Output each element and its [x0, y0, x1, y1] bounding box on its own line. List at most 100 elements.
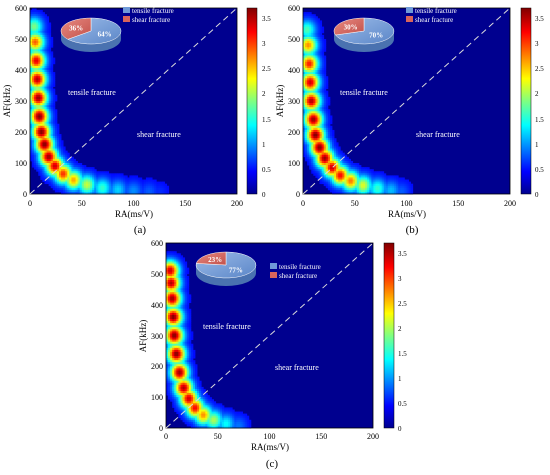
heatmap-cell	[67, 156, 70, 160]
heatmap-cell	[176, 391, 179, 394]
heatmap-cell	[186, 306, 190, 310]
heatmap-cell	[30, 26, 33, 30]
heatmap-cell	[34, 125, 37, 129]
heatmap-cell	[46, 70, 50, 73]
heatmap-cell	[58, 158, 62, 162]
heatmap-cell	[108, 183, 112, 187]
heatmap-cell	[38, 111, 41, 114]
heatmap-cell	[176, 327, 179, 330]
heatmap-cell	[331, 169, 335, 172]
heatmap-cell	[32, 45, 35, 48]
heatmap-cell	[321, 125, 325, 129]
heatmap-cell	[172, 351, 175, 355]
heatmap-cell	[38, 140, 41, 143]
heatmap-cell	[307, 70, 310, 73]
heatmap-cell	[319, 76, 323, 79]
heatmap-cell	[319, 177, 323, 180]
heatmap-cell	[315, 80, 318, 83]
heatmap-cell	[121, 183, 124, 187]
heatmap-cell	[182, 298, 186, 301]
heatmap-cell	[307, 78, 310, 81]
heatmap-cell	[106, 189, 110, 193]
heatmap-cell	[54, 117, 58, 120]
heatmap-cell	[194, 364, 198, 367]
heatmap-cell	[319, 171, 323, 174]
heatmap-cell	[303, 103, 306, 106]
heatmap-cell	[371, 187, 374, 191]
heatmap-cell	[46, 119, 50, 123]
heatmap-cell	[226, 417, 229, 421]
heatmap-cell	[209, 417, 212, 421]
heatmap-cell	[174, 257, 177, 260]
heatmap-cell	[79, 177, 83, 180]
heatmap-cell	[46, 142, 50, 145]
heatmap-cell	[34, 105, 37, 108]
heatmap-cell	[232, 421, 235, 425]
heatmap-cell	[199, 415, 202, 419]
heatmap-cell	[172, 354, 175, 357]
heatmap-cell	[184, 284, 188, 287]
heatmap-cell	[46, 123, 50, 127]
heatmap-cell	[325, 94, 329, 98]
heatmap-cell	[46, 107, 50, 110]
heatmap-cell	[215, 409, 219, 412]
heatmap-cell	[369, 183, 372, 187]
heatmap-cell	[199, 386, 202, 390]
heatmap-cell	[303, 132, 306, 135]
heatmap-cell	[38, 59, 41, 63]
heatmap-cell	[42, 113, 45, 116]
heatmap-cell	[54, 111, 58, 114]
heatmap-cell	[305, 125, 308, 129]
heatmap-cell	[203, 405, 206, 408]
heatmap-cell	[174, 401, 177, 404]
heatmap-cell	[315, 70, 318, 73]
heatmap-cell	[145, 181, 149, 185]
heatmap-cell	[307, 92, 310, 96]
heatmap-cell	[40, 49, 43, 52]
heatmap-cell	[143, 179, 147, 182]
heatmap-cell	[133, 189, 136, 193]
x-axis-label-c: RA(ms/V)	[251, 442, 289, 452]
heatmap-cell	[313, 154, 316, 158]
heatmap-cell	[315, 98, 318, 102]
heatmap-cell	[190, 358, 194, 361]
heatmap-cell	[327, 140, 331, 143]
heatmap-cell	[30, 156, 33, 160]
heatmap-cell	[331, 158, 335, 162]
heatmap-cell	[319, 127, 323, 131]
heatmap-cell	[188, 333, 192, 336]
heatmap-cell	[398, 177, 401, 180]
heatmap-cell	[315, 121, 318, 125]
heatmap-cell	[98, 177, 101, 180]
heatmap-cell	[238, 415, 241, 419]
heatmap-cell	[309, 105, 312, 108]
heatmap-cell	[56, 185, 60, 189]
heatmap-cell	[313, 55, 316, 58]
heatmap-cell	[38, 148, 41, 151]
heatmap-cell	[194, 395, 198, 398]
y-tick-label: 300	[15, 97, 27, 106]
heatmap-cell	[232, 425, 235, 429]
heatmap-cell	[168, 312, 171, 316]
heatmap-cell	[174, 405, 177, 408]
heatmap-cell	[32, 24, 35, 27]
heatmap-cell	[58, 136, 62, 139]
heatmap-cell	[42, 101, 45, 104]
heatmap-cell	[180, 417, 183, 421]
heatmap-cell	[36, 148, 39, 151]
heatmap-cell	[54, 173, 58, 176]
heatmap-cell	[392, 185, 395, 189]
heatmap-cell	[58, 167, 62, 170]
heatmap-cell	[219, 415, 223, 419]
heatmap-cell	[50, 76, 54, 79]
heatmap-cell	[58, 185, 62, 189]
heatmap-cell	[172, 372, 175, 375]
heatmap-cell	[30, 78, 33, 81]
heatmap-cell	[174, 407, 177, 410]
heatmap-cell	[317, 165, 320, 168]
heatmap-cell	[36, 150, 39, 154]
heatmap-cell	[307, 53, 310, 56]
heatmap-cell	[317, 158, 320, 162]
heatmap-cell	[360, 189, 364, 193]
heatmap-cell	[180, 333, 183, 336]
